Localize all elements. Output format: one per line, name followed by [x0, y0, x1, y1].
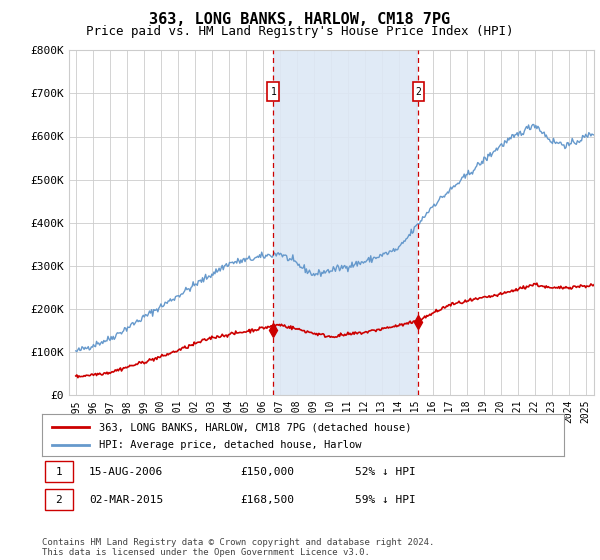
Text: HPI: Average price, detached house, Harlow: HPI: Average price, detached house, Harl…	[100, 440, 362, 450]
Text: 363, LONG BANKS, HARLOW, CM18 7PG: 363, LONG BANKS, HARLOW, CM18 7PG	[149, 12, 451, 27]
FancyBboxPatch shape	[268, 82, 279, 101]
FancyBboxPatch shape	[44, 461, 73, 482]
Text: 1: 1	[271, 87, 276, 97]
Text: Contains HM Land Registry data © Crown copyright and database right 2024.
This d: Contains HM Land Registry data © Crown c…	[42, 538, 434, 557]
Text: 363, LONG BANKS, HARLOW, CM18 7PG (detached house): 363, LONG BANKS, HARLOW, CM18 7PG (detac…	[100, 422, 412, 432]
Text: Price paid vs. HM Land Registry's House Price Index (HPI): Price paid vs. HM Land Registry's House …	[86, 25, 514, 38]
Text: 02-MAR-2015: 02-MAR-2015	[89, 494, 163, 505]
Text: 1: 1	[56, 466, 62, 477]
FancyBboxPatch shape	[44, 489, 73, 510]
Text: £168,500: £168,500	[241, 494, 295, 505]
Text: 2: 2	[416, 87, 421, 97]
Text: 15-AUG-2006: 15-AUG-2006	[89, 466, 163, 477]
Text: £150,000: £150,000	[241, 466, 295, 477]
Text: 52% ↓ HPI: 52% ↓ HPI	[355, 466, 416, 477]
Text: 2: 2	[56, 494, 62, 505]
FancyBboxPatch shape	[413, 82, 424, 101]
Text: 59% ↓ HPI: 59% ↓ HPI	[355, 494, 416, 505]
Bar	[274, 50, 418, 395]
